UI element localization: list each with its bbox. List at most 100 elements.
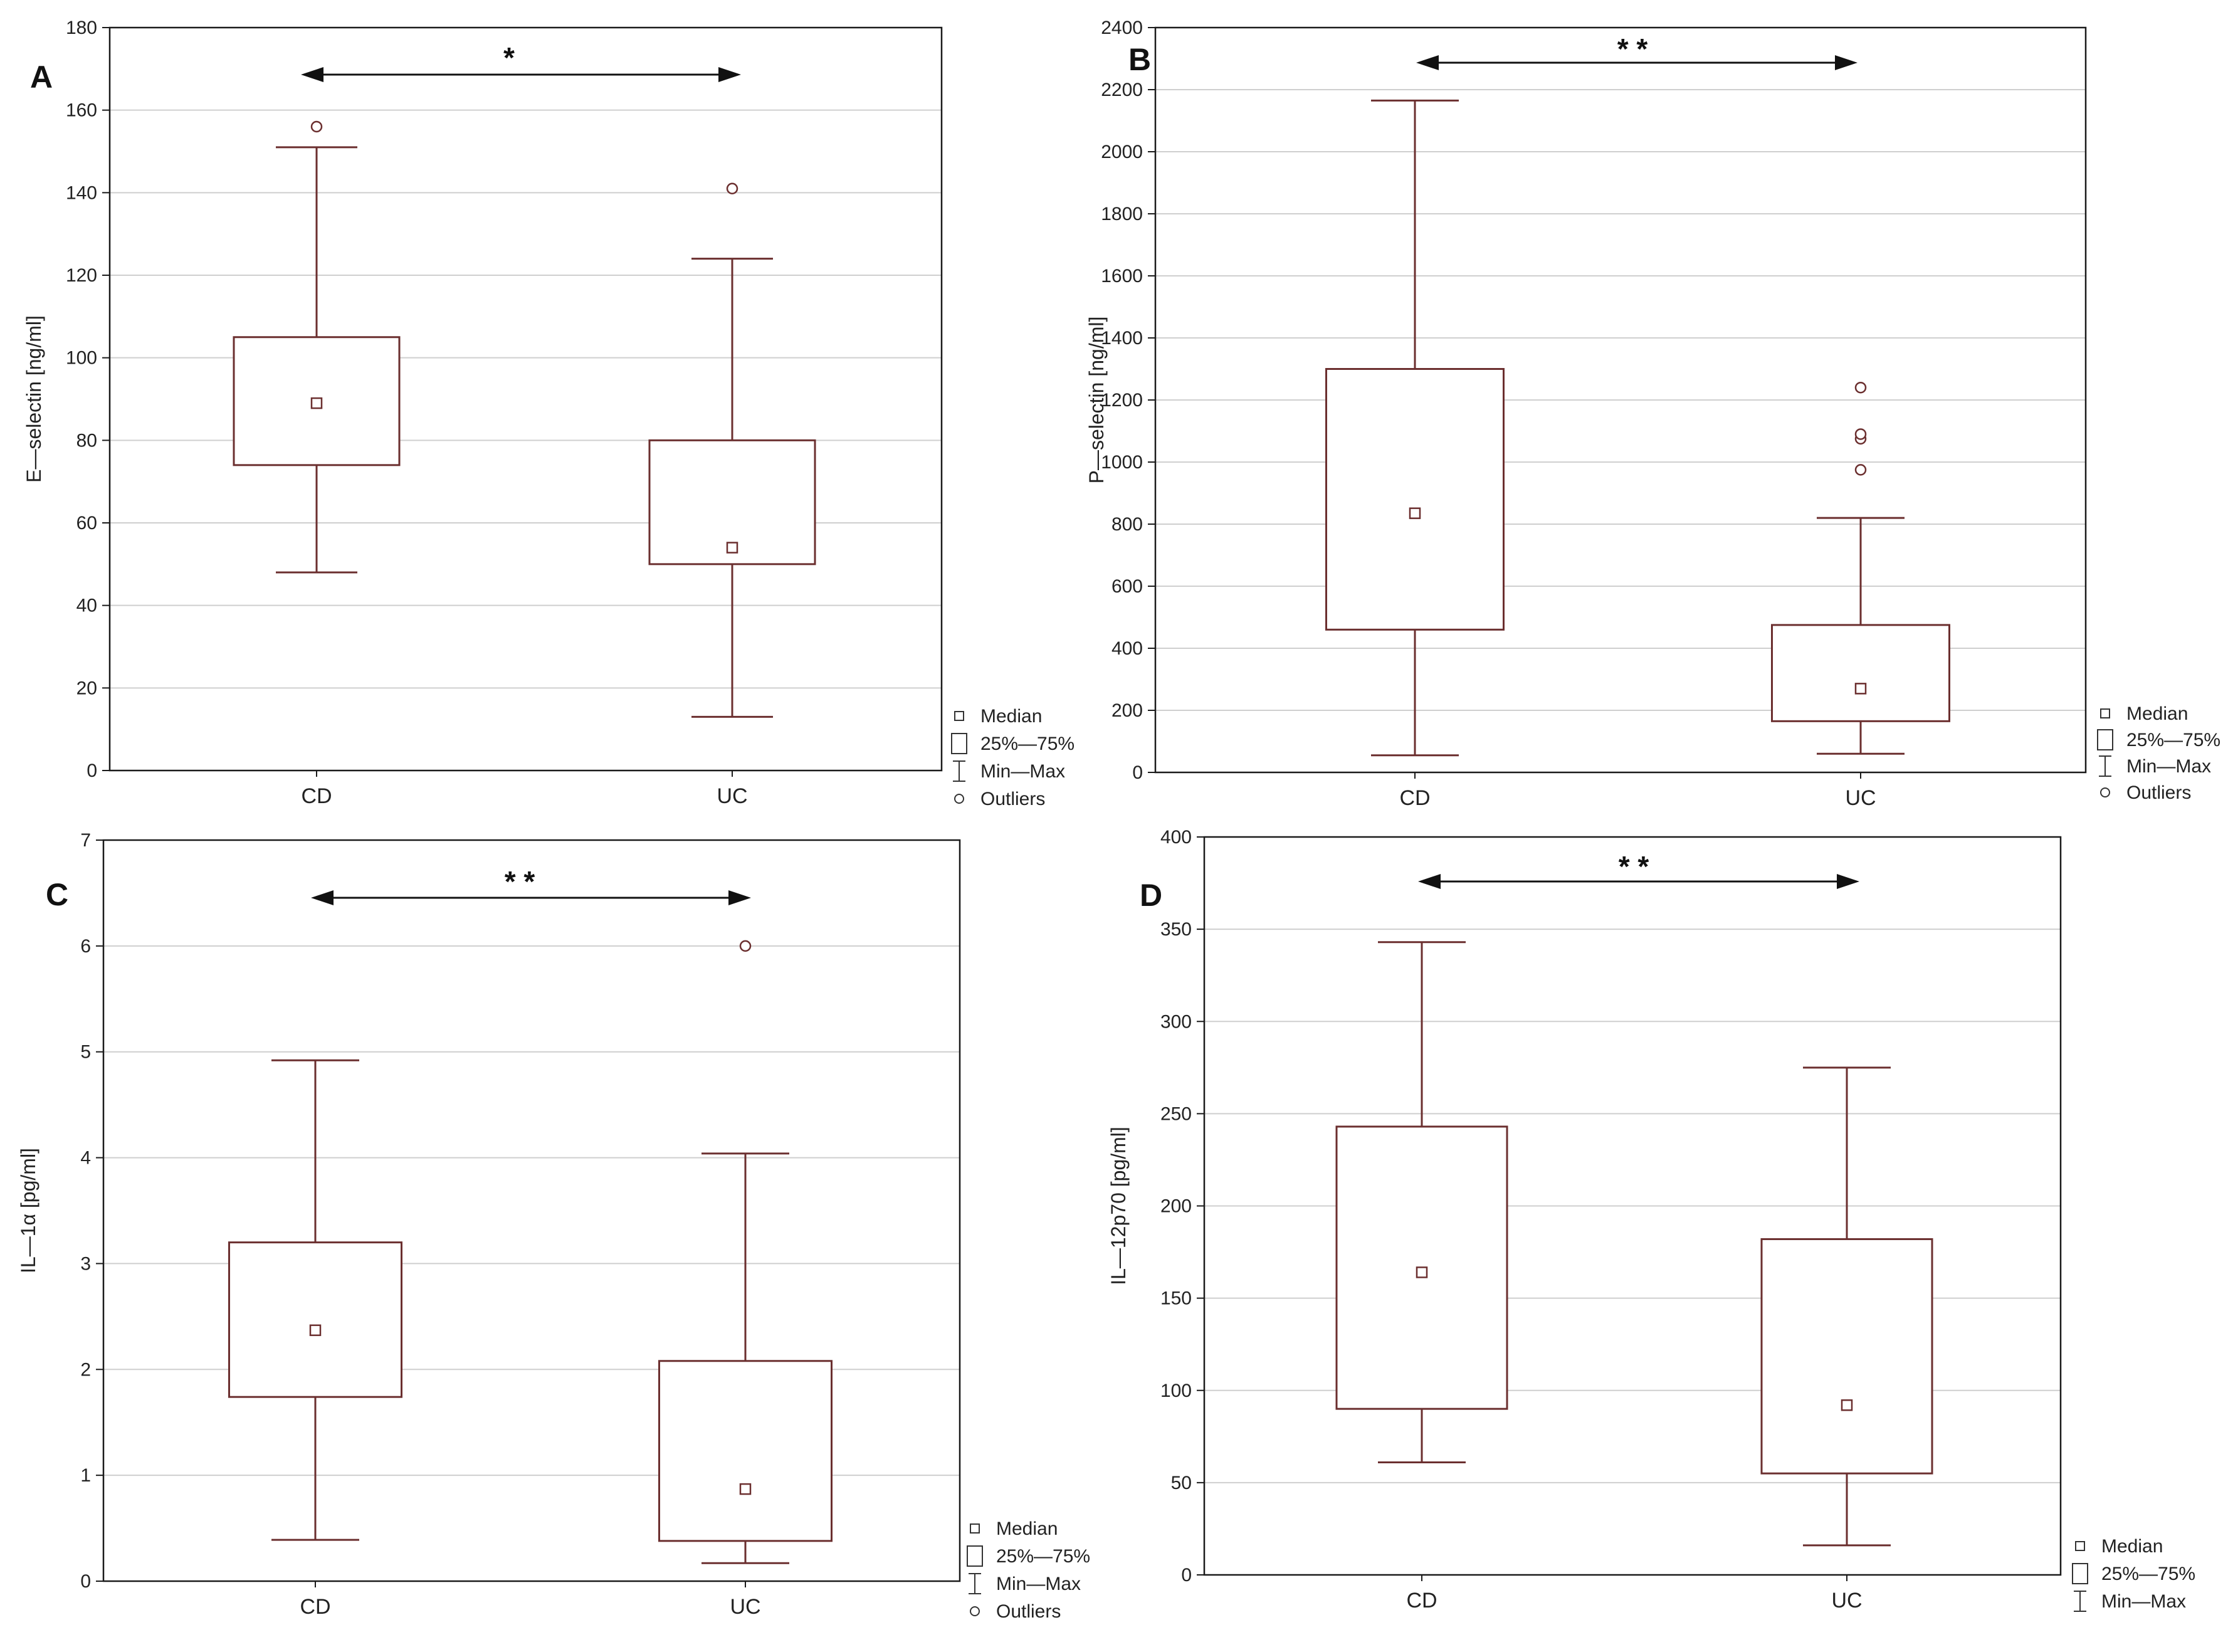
outlier-point [739,940,752,952]
y-tick-label: 200 [1111,700,1143,721]
box-cd: CD [228,1059,402,1619]
y-axis-label: IL—1α [pg/ml] [17,1148,39,1273]
panel-d: 0 50 100 150 200 250 300 350 400 IL—12p70 [pg/ml]… [1107,827,2195,1613]
x-tick-label: UC [730,1595,760,1619]
x-tick-label: CD [1399,786,1430,810]
y-tick-label: 160 [66,100,97,121]
y-tick-label: 0 [87,760,97,781]
box-uc: UC [1760,1066,1933,1613]
y-axis-label: E—selectin [ng/ml] [23,315,45,483]
iqr-box [1771,624,1950,722]
legend-box-icon [2072,1563,2088,1584]
box-uc: UC [658,940,833,1619]
plot-frame [1203,836,2062,1576]
y-axis-label: P—selectin [ng/ml] [1085,317,1108,484]
y-tick-label: 180 [66,18,97,38]
arrow-head-left [311,890,334,905]
arrow-head-right [1837,874,1859,889]
legend-label: 25%—75% [2126,730,2220,750]
significance-marker: * [503,41,515,74]
panel-c: 0 1 2 3 4 5 6 7 IL—1α [pg/ml] C CD UC * * Median 25%—7… [17,830,1090,1622]
arrow-head-left [1418,874,1441,889]
arrow-head-right [718,67,741,82]
legend-label: Outliers [980,789,1045,809]
outlier-point [1854,428,1867,440]
arrow-head-left [301,67,323,82]
y-tick-label: 50 [1171,1473,1192,1493]
panel-label: D [1140,878,1162,913]
significance-marker: * * [1619,850,1649,883]
y-tick-label: 150 [1160,1288,1192,1309]
box-cd: CD [1325,99,1505,810]
legend-median-icon [2100,708,2110,718]
y-tick-label: 120 [66,265,97,286]
y-tick-label: 2 [80,1359,91,1380]
arrow-head-right [1835,55,1858,70]
arrow-head-left [1416,55,1439,70]
x-tick-label: CD [300,1595,330,1619]
legend-box-icon [2097,729,2113,750]
y-tick-label: 800 [1111,514,1143,535]
legend-label: 25%—75% [980,734,1075,754]
legend-median-icon [970,1523,980,1534]
legend-outlier-icon [970,1606,980,1616]
x-tick-label: UC [717,784,747,808]
y-tick-label: 1200 [1101,390,1143,411]
box-uc: UC [648,182,816,808]
y-tick-label: 20 [76,678,97,698]
y-tick-label: 0 [1132,762,1143,783]
x-tick-label: UC [1845,786,1876,810]
legend-label: Min—Max [996,1574,1081,1594]
x-tick-label: UC [1831,1589,1862,1613]
panel-label: C [46,877,68,912]
y-tick-label: 2400 [1101,18,1143,38]
median-marker [1854,683,1867,695]
legend-label: Min—Max [2126,756,2211,777]
legend: Median 25%—75% Min—Max Outliers [2097,703,2220,803]
x-tick-label: CD [1406,1589,1437,1613]
y-tick-label: 1000 [1101,452,1143,473]
outlier-point [1854,381,1867,394]
legend-outlier-icon [954,794,964,804]
median-marker [310,397,323,409]
box-cd: CD [1335,941,1508,1613]
y-axis-label: IL—12p70 [pg/ml] [1107,1127,1130,1285]
median-marker [1841,1399,1853,1411]
y-tick-label: 0 [1181,1565,1192,1586]
median-marker [309,1324,322,1337]
legend-label: Median [980,706,1042,727]
y-tick-label: 1400 [1101,328,1143,349]
plot-frame [102,839,961,1582]
legend-outlier-icon [2100,787,2110,797]
arrow-head-right [728,890,751,905]
outlier-point [726,182,738,194]
panel-b: 0 200 400 600 800 1000 1200 1400 1600 1800 2000 220… [1085,18,2220,810]
box-cd: CD [233,120,401,808]
legend-box-icon [967,1545,983,1567]
y-tick-label: 40 [76,596,97,616]
legend-label: 25%—75% [2101,1564,2195,1584]
y-tick-label: 100 [66,348,97,369]
legend-median-icon [2075,1541,2085,1551]
iqr-box [658,1360,833,1542]
y-tick-label: 400 [1111,638,1143,659]
y-tick-label: 2000 [1101,142,1143,162]
outlier-point [310,120,323,133]
median-marker [1409,507,1421,519]
box-uc: UC [1771,381,1950,810]
y-tick-label: 1800 [1101,204,1143,224]
iqr-box [1760,1238,1933,1475]
legend-label: Median [2126,703,2188,724]
y-tick-label: 60 [76,513,97,534]
median-marker [739,1483,752,1495]
y-tick-label: 1 [80,1465,91,1486]
iqr-box [228,1241,402,1398]
legend-median-icon [954,711,964,721]
y-tick-label: 4 [80,1148,91,1169]
panel-label: B [1128,42,1151,77]
legend-label: Min—Max [2101,1591,2186,1612]
median-marker [1416,1266,1428,1278]
y-tick-label: 6 [80,936,91,957]
median-marker [726,542,738,554]
